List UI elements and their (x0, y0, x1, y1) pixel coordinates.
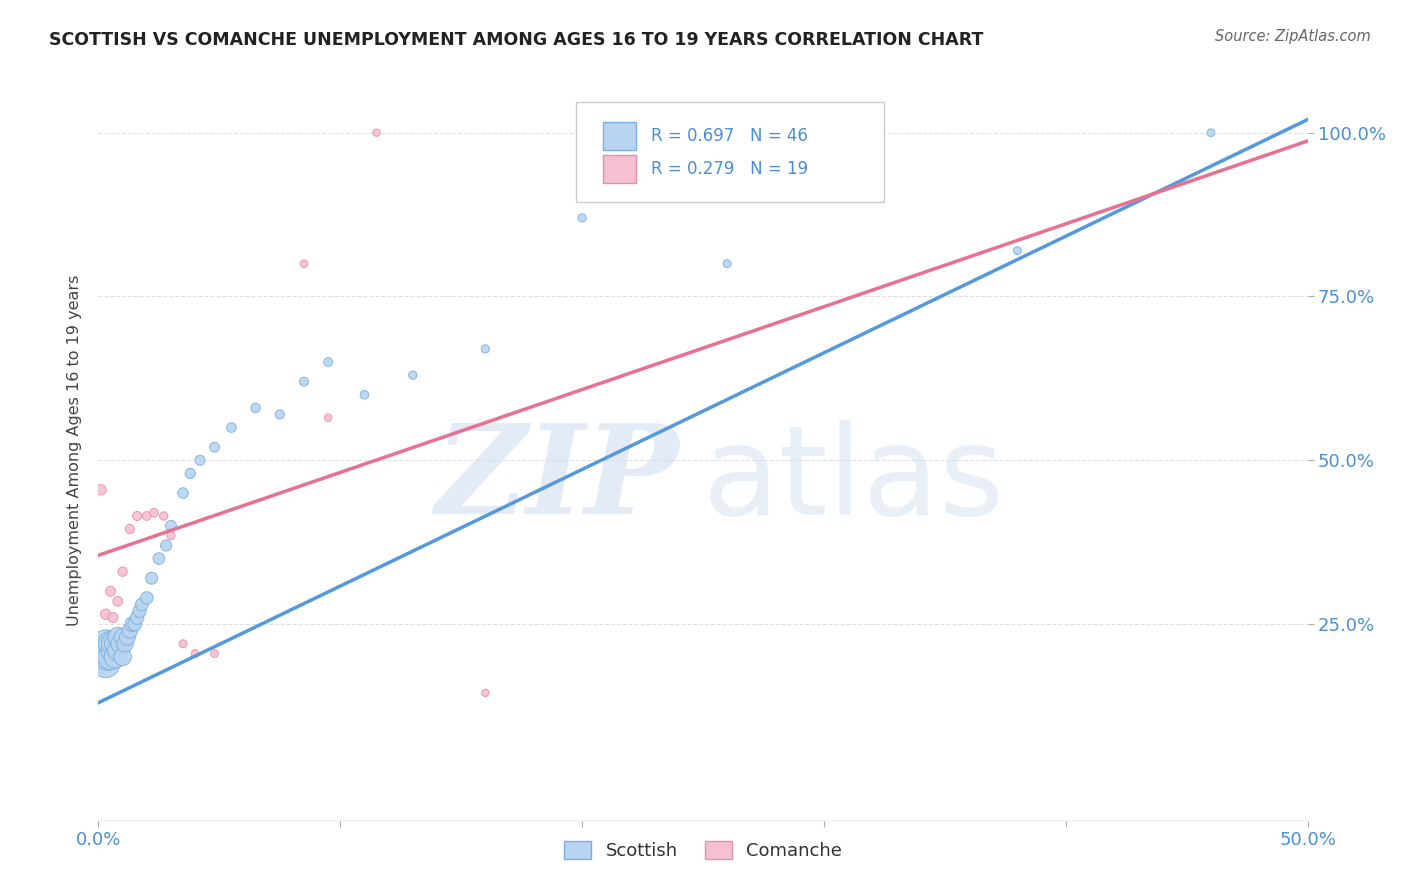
Point (269, 408, 291, 422)
Point (474, 342, 496, 356)
Point (117, 630, 139, 644)
Text: ZIP: ZIP (434, 419, 679, 541)
Text: atlas: atlas (703, 419, 1005, 541)
Point (107, 630, 129, 644)
Point (245, 401, 267, 415)
Text: SCOTTISH VS COMANCHE UNEMPLOYMENT AMONG AGES 16 TO 19 YEARS CORRELATION CHART: SCOTTISH VS COMANCHE UNEMPLOYMENT AMONG … (49, 31, 984, 49)
Point (97, 649, 120, 664)
Point (179, 467, 201, 481)
Point (101, 643, 124, 657)
Point (100, 637, 122, 651)
Point (188, 453, 211, 467)
Point (121, 617, 143, 632)
Point (104, 649, 127, 664)
Point (111, 630, 134, 644)
Point (111, 649, 134, 664)
Point (402, 368, 425, 383)
Y-axis label: Unemployment Among Ages 16 to 19 years: Unemployment Among Ages 16 to 19 years (67, 275, 83, 626)
Point (100, 649, 122, 664)
Point (292, 375, 315, 389)
Point (100, 584, 122, 599)
Point (90, 483, 112, 497)
Text: R = 0.279   N = 19: R = 0.279 N = 19 (651, 161, 808, 178)
Point (114, 637, 136, 651)
Point (172, 637, 194, 651)
Text: Source: ZipAtlas.com: Source: ZipAtlas.com (1215, 29, 1371, 44)
Point (135, 508, 157, 523)
FancyBboxPatch shape (576, 103, 884, 202)
Point (221, 420, 243, 434)
Point (111, 565, 134, 579)
Point (148, 551, 170, 566)
Point (94, 637, 117, 651)
Point (127, 508, 149, 523)
Point (474, 686, 496, 700)
Point (128, 604, 150, 618)
Point (316, 355, 339, 369)
Legend: Scottish, Comanche: Scottish, Comanche (557, 833, 849, 867)
Point (204, 647, 226, 661)
Point (127, 610, 149, 624)
Point (107, 594, 129, 608)
Bar (603, 155, 637, 183)
Point (716, 257, 738, 271)
Point (160, 518, 183, 533)
Point (91, 643, 114, 657)
Point (135, 591, 157, 605)
Point (152, 508, 174, 523)
Point (155, 539, 177, 553)
Point (108, 637, 131, 651)
Point (118, 522, 141, 536)
Bar (603, 121, 637, 150)
Point (90, 649, 112, 664)
Point (131, 598, 153, 612)
Point (101, 610, 124, 624)
Point (94, 657, 117, 671)
Text: R = 0.697   N = 46: R = 0.697 N = 46 (651, 127, 808, 145)
Point (204, 440, 226, 454)
Point (118, 624, 141, 638)
Point (366, 126, 388, 140)
Point (1199, 126, 1222, 140)
Point (172, 486, 194, 500)
Point (353, 388, 375, 402)
Point (316, 410, 339, 425)
Point (107, 643, 129, 657)
Point (124, 617, 146, 632)
Point (104, 637, 127, 651)
Point (184, 647, 207, 661)
Point (101, 637, 124, 651)
Point (141, 571, 163, 585)
Point (160, 528, 183, 542)
Point (97, 643, 120, 657)
Point (143, 506, 166, 520)
Point (571, 211, 593, 225)
Point (94, 607, 117, 622)
Point (1007, 244, 1029, 258)
Point (292, 257, 315, 271)
